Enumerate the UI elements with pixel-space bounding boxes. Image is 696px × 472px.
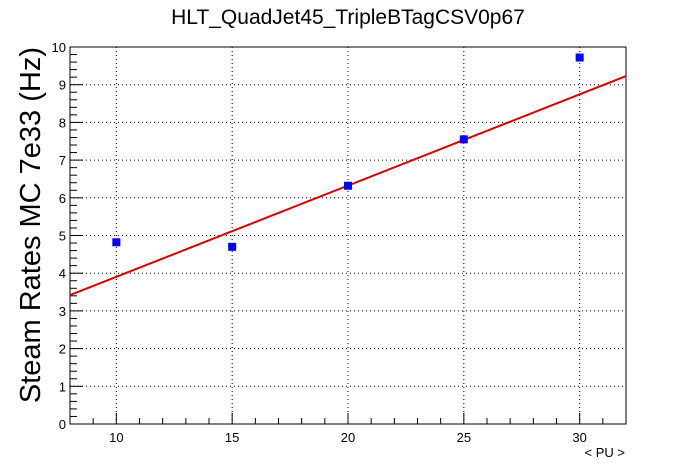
x-tick-label: 25 xyxy=(457,430,471,445)
plot-series xyxy=(69,53,627,296)
y-tick-label: 2 xyxy=(59,342,66,357)
y-tick-label: 1 xyxy=(59,379,66,394)
y-tick-label: 7 xyxy=(59,153,66,168)
y-tick-label: 9 xyxy=(59,78,66,93)
data-point xyxy=(344,181,352,190)
y-tick-label: 10 xyxy=(52,40,66,55)
y-tick-label: 0 xyxy=(59,417,66,432)
y-tick-label: 6 xyxy=(59,191,66,206)
data-point xyxy=(112,238,121,247)
data-point xyxy=(459,135,468,144)
y-tick-label: 3 xyxy=(59,304,66,319)
y-tick-label: 4 xyxy=(59,266,66,281)
axes: 10 15 20 25 30 0 1 2 3 4 5 6 7 8 9 10 xyxy=(52,40,627,445)
y-axis-label: Steam Rates MC 7e33 (Hz) xyxy=(15,47,47,403)
x-tick-label: 20 xyxy=(341,430,355,445)
x-tick-label: 30 xyxy=(572,430,586,445)
grid xyxy=(70,47,626,424)
y-tick-label: 8 xyxy=(59,115,66,130)
chart-title: HLT_QuadJet45_TripleBTagCSV0p67 xyxy=(171,6,525,29)
y-tick-label: 5 xyxy=(59,229,66,244)
x-axis-label: < PU > xyxy=(585,445,625,460)
x-tick-label: 10 xyxy=(109,430,123,445)
x-tick-label: 15 xyxy=(225,430,239,445)
data-point xyxy=(575,53,584,62)
data-point xyxy=(228,242,237,251)
